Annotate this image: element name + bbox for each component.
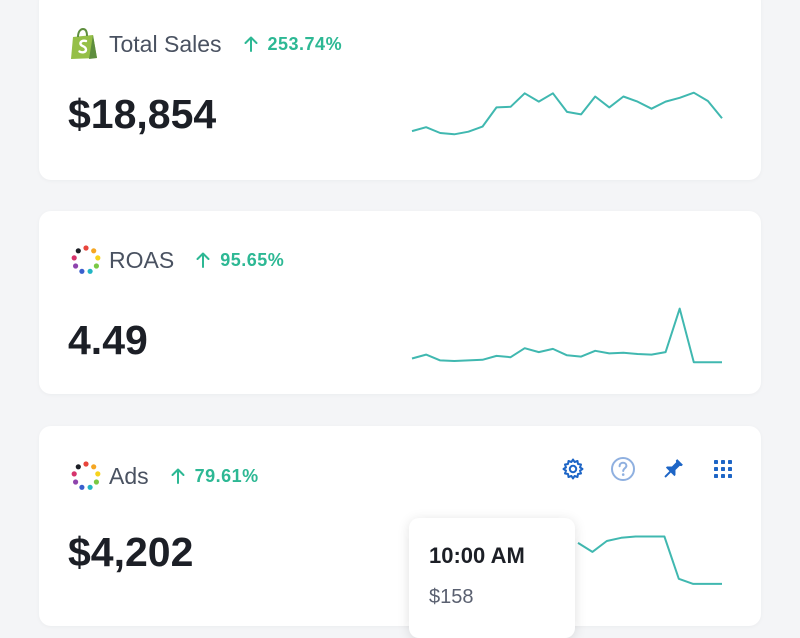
sparkline-series	[577, 535, 722, 585]
sparkline-series	[411, 307, 722, 364]
arrow-up-icon	[196, 252, 210, 268]
metric-card-ads[interactable]: Ads 79.61%	[39, 426, 761, 638]
metric-name: Total Sales	[109, 30, 222, 57]
metric-name: ROAS	[109, 246, 175, 273]
tooltip-value: $158	[429, 586, 474, 608]
card-header: Total Sales 253.74%	[69, 27, 342, 61]
trend-percent: 253.74%	[267, 33, 343, 54]
trend-change: 95.65%	[196, 250, 284, 271]
trend-change: 253.74%	[244, 34, 343, 55]
card-header: Ads 79.61%	[69, 459, 259, 493]
shopify-bag-icon	[69, 27, 103, 61]
chart-tooltip: 10:00 AM $158	[409, 518, 575, 638]
trend-percent: 79.61%	[194, 465, 259, 486]
sparkline-chart	[411, 91, 723, 136]
card-header: ROAS 95.65%	[69, 243, 284, 277]
sparkline-series	[411, 91, 723, 136]
tooltip-time: 10:00 AM	[429, 543, 525, 568]
multicolor-dots-icon	[69, 243, 103, 277]
metric-value: 4.49	[68, 317, 148, 363]
metric-card-roas[interactable]: ROAS 95.65% 4.49	[39, 211, 761, 394]
sparkline-chart	[577, 535, 722, 585]
metric-value: $4,202	[68, 529, 194, 575]
arrow-up-icon	[244, 36, 258, 52]
gear-icon[interactable]	[560, 456, 586, 482]
trend-change: 79.61%	[171, 466, 259, 487]
help-icon[interactable]	[610, 456, 636, 482]
grid-icon[interactable]	[710, 456, 736, 482]
sparkline-chart	[411, 307, 722, 364]
metric-name: Ads	[109, 462, 149, 489]
trend-percent: 95.65%	[220, 249, 285, 270]
arrow-up-icon	[171, 468, 185, 484]
pin-icon[interactable]	[660, 456, 686, 482]
metric-value: $18,854	[68, 91, 217, 137]
card-toolbar	[536, 456, 736, 482]
metric-card-total-sales[interactable]: Total Sales 253.74% $18,854	[39, 0, 761, 180]
multicolor-dots-icon	[69, 459, 103, 493]
